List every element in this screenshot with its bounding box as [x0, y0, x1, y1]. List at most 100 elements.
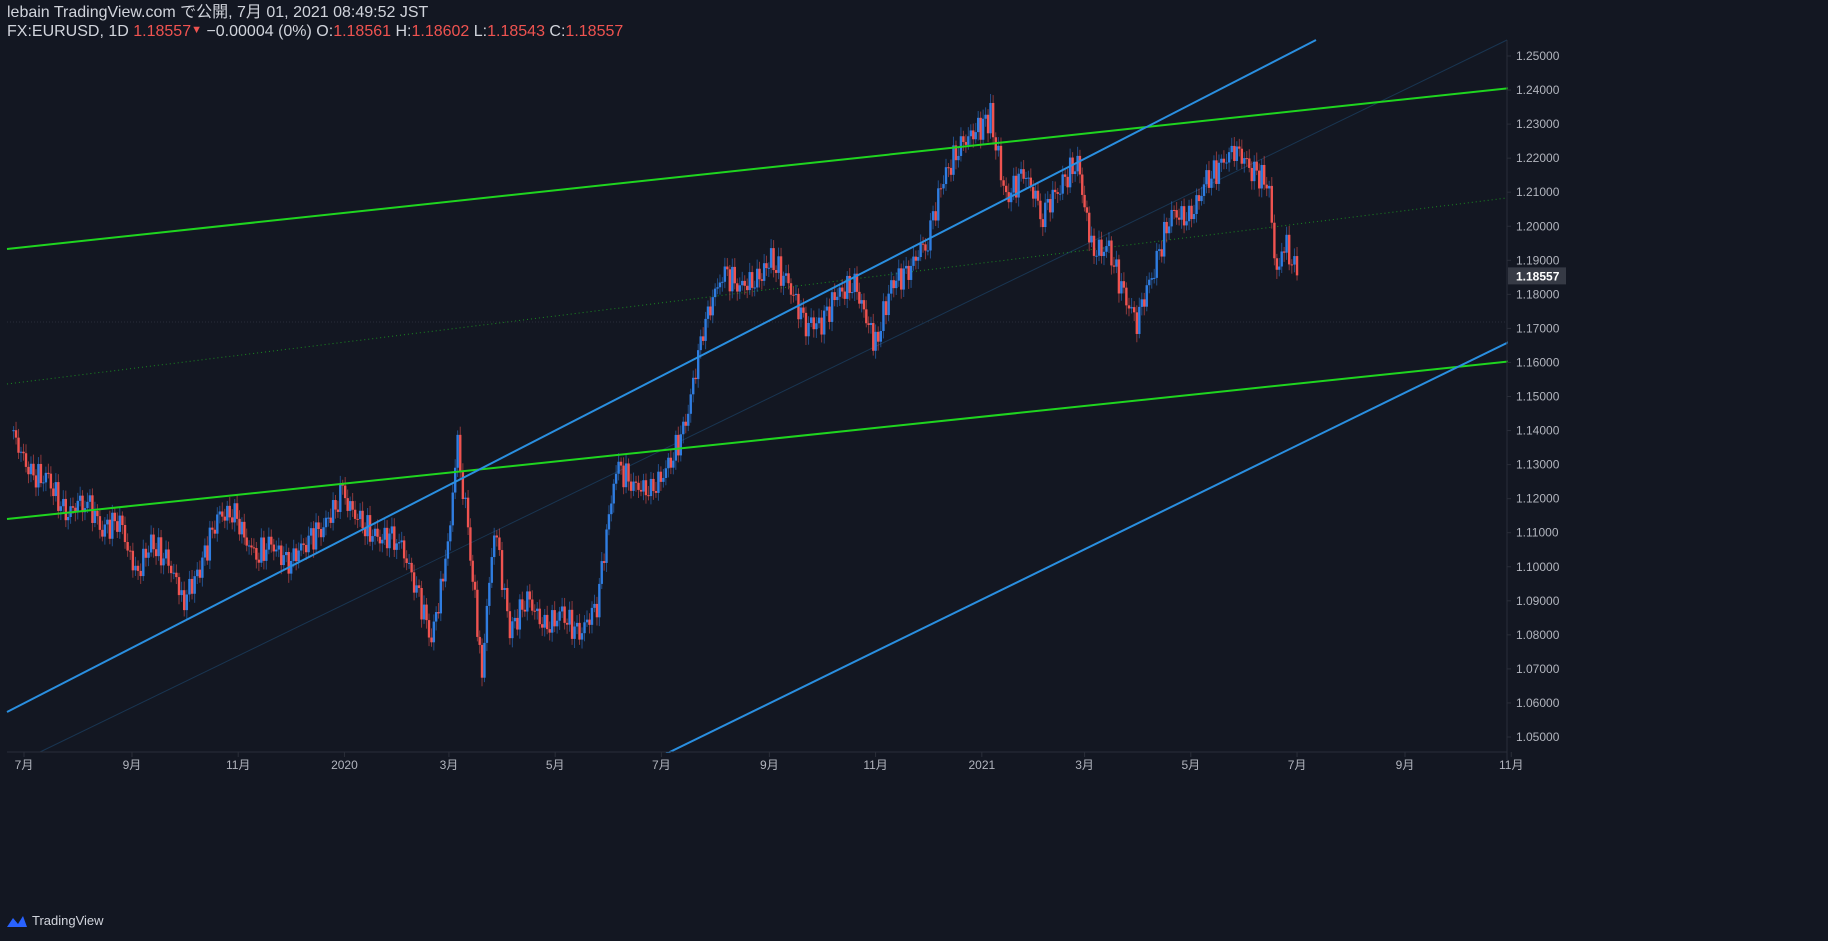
candle-up — [767, 267, 770, 269]
low-label: L: — [473, 23, 488, 40]
candle-down — [828, 306, 831, 322]
candle-down — [473, 581, 477, 590]
candle-down — [136, 565, 140, 571]
candle-down — [622, 465, 625, 488]
candle-down — [1056, 192, 1059, 194]
publish-info: lebain TradingView.com で公開, 7月 01, 2021 … — [7, 4, 429, 21]
candle-down — [862, 300, 866, 310]
candle-down — [126, 542, 129, 551]
candle-down — [848, 275, 851, 293]
candle-down — [538, 608, 541, 625]
candle-up — [1220, 158, 1223, 163]
candle-down — [343, 485, 347, 499]
candle-up — [147, 552, 150, 558]
candle-down — [1041, 219, 1044, 228]
candle-down — [495, 535, 499, 538]
candle-up — [371, 536, 374, 542]
candle-down — [1092, 235, 1096, 256]
candle-up — [1138, 306, 1141, 334]
candle-down — [101, 529, 104, 537]
candle-up — [706, 306, 710, 319]
candle-down — [425, 604, 428, 621]
x-tick-label: 11月 — [863, 758, 887, 772]
candle-up — [1227, 152, 1231, 163]
candle-up — [929, 220, 932, 251]
candle-up — [1243, 158, 1246, 164]
candle-up — [1185, 221, 1188, 226]
candle-down — [949, 167, 953, 175]
candle-down — [252, 547, 256, 549]
tradingview-logo[interactable]: TradingView — [6, 913, 104, 928]
candle-down — [999, 145, 1003, 181]
candle-down — [376, 528, 379, 537]
candle-up — [66, 516, 70, 521]
candle-down — [1190, 205, 1193, 220]
candle-up — [926, 250, 930, 252]
candle-up — [1278, 266, 1281, 270]
candle-down — [639, 489, 643, 492]
candle-down — [206, 545, 209, 561]
candle-down — [243, 521, 246, 538]
candle-up — [307, 535, 310, 553]
candle-up — [289, 560, 293, 574]
candle-up — [969, 130, 972, 137]
candle-up — [400, 540, 403, 543]
candle-up — [493, 535, 496, 558]
candle-up — [37, 463, 40, 488]
candle-down — [329, 517, 332, 523]
candle-down — [1255, 161, 1258, 171]
candle-down — [319, 528, 323, 538]
candle-down — [1282, 251, 1286, 253]
candle-up — [86, 501, 89, 509]
candle-down — [644, 480, 648, 496]
candle-down — [52, 488, 55, 497]
x-tick-label: 5月 — [546, 758, 565, 772]
candle-down — [420, 587, 423, 620]
candle-up — [208, 527, 212, 561]
tradingview-brand: TradingView — [32, 913, 104, 928]
candle-down — [1083, 194, 1086, 208]
x-tick-label: 9月 — [123, 758, 142, 772]
candle-up — [12, 430, 15, 432]
candle-down — [238, 518, 241, 535]
candle-up — [1210, 178, 1213, 188]
candle-down — [792, 294, 795, 296]
candle-down — [280, 545, 283, 566]
candle-up — [188, 578, 191, 595]
symbol-label[interactable]: FX:EURUSD, 1D — [7, 23, 129, 40]
candle-up — [777, 256, 780, 273]
candle-up — [59, 506, 63, 511]
price-change: −0.00004 (0%) — [206, 23, 312, 40]
candle-down — [14, 430, 18, 438]
y-tick-label: 1.07000 — [1516, 662, 1560, 676]
candle-down — [437, 612, 440, 614]
candle-down — [1295, 256, 1299, 276]
candle-up — [331, 500, 335, 523]
candle-down — [565, 622, 569, 625]
candle-up — [575, 622, 579, 627]
candle-up — [415, 585, 418, 593]
candle-up — [704, 318, 707, 341]
candle-up — [1235, 146, 1239, 161]
candle-up — [981, 118, 985, 140]
candle-down — [1088, 212, 1091, 243]
y-tick-label: 1.13000 — [1516, 458, 1560, 472]
candle-down — [498, 537, 501, 551]
y-tick-label: 1.22000 — [1516, 151, 1560, 165]
candle-up — [44, 472, 48, 483]
candle-down — [223, 516, 226, 521]
candle-up — [1090, 235, 1093, 243]
candle-up — [1225, 162, 1228, 164]
candle-up — [1107, 240, 1111, 247]
candle-down — [378, 536, 382, 544]
candle-down — [294, 548, 298, 562]
candle-up — [600, 561, 603, 584]
x-tick-label: 11月 — [226, 758, 250, 772]
candle-up — [809, 317, 813, 323]
candle-up — [1076, 155, 1079, 172]
candle-down — [528, 591, 531, 600]
candle-up — [1102, 251, 1106, 257]
candle-down — [924, 244, 927, 251]
candle-down — [471, 560, 474, 582]
